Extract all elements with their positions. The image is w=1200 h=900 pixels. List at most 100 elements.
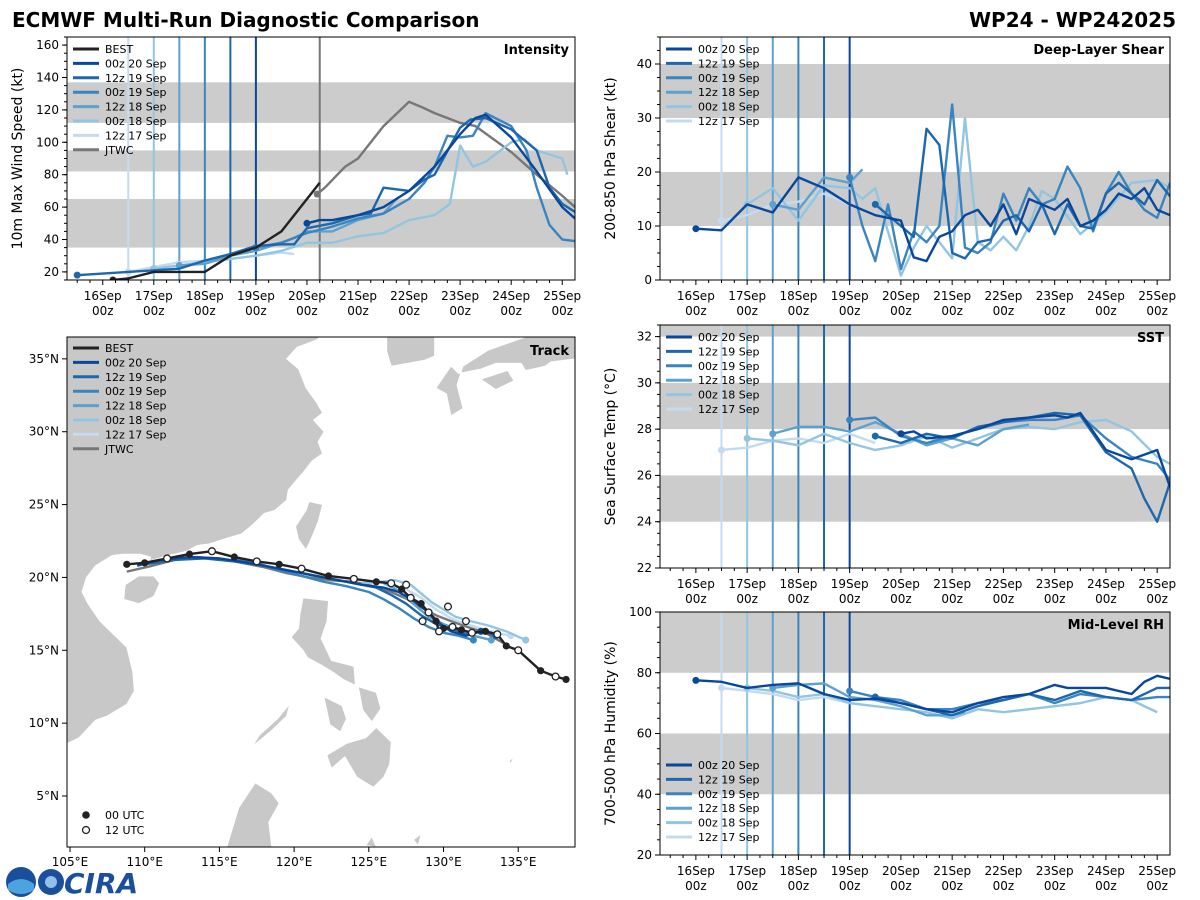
rh-panel-title: Mid-Level RH <box>1068 618 1164 633</box>
shear-legend-label: 00z 18 Sep <box>698 101 760 114</box>
track-ytick-label: 20°N <box>29 570 59 584</box>
rh-xtick-hour: 00z <box>736 879 758 893</box>
sst-legend-label: 12z 17 Sep <box>698 403 760 416</box>
taiwan-island <box>295 501 323 551</box>
track-marker-12utc <box>349 574 358 583</box>
track-legend-label: 12z 18 Sep <box>105 400 167 413</box>
noaa-logo-wave <box>8 879 34 894</box>
intensity-legend-label: 12z 18 Sep <box>105 101 167 114</box>
sst-xtick-day: 18Sep <box>779 577 817 591</box>
sst-legend-label: 12z 18 Sep <box>698 374 760 387</box>
sst-xtick-hour: 00z <box>839 592 861 606</box>
shear-ylabel: 200-850 hPa Shear (kt) <box>603 77 619 239</box>
sst-ytick-label: 26 <box>637 468 652 482</box>
track-xtick-label: 110°E <box>126 855 163 869</box>
track-ytick-label: 15°N <box>29 643 59 657</box>
shear-xtick-hour: 00z <box>685 304 707 318</box>
sst-xtick-day: 20Sep <box>882 577 920 591</box>
samar-leyte-island <box>357 686 382 723</box>
track-marker-00utc <box>123 560 131 568</box>
shear-legend-label: 00z 19 Sep <box>698 72 760 85</box>
rh-series-start-point <box>718 684 726 692</box>
intensity-series-line <box>316 100 575 208</box>
track-panel: 5°N 10°N 15°N 20°N 25°N 30°N 35°N 105°E 110°E 115… <box>29 336 576 869</box>
shear-ytick-label: 30 <box>637 111 652 125</box>
track-marker-12utc <box>424 608 433 617</box>
intensity-xtick-hour: 00z <box>92 304 114 318</box>
shear-xtick-hour: 00z <box>941 304 963 318</box>
sst-xtick-day: 17Sep <box>728 577 766 591</box>
shear-series-line <box>848 103 1170 271</box>
track-series-start-point <box>522 636 530 644</box>
intensity-ytick-label: 40 <box>44 233 59 247</box>
intensity-ytick-label: 140 <box>36 71 59 85</box>
intensity-series-line <box>112 182 321 280</box>
shear-panel: 01020304016Sep00z17Sep00z18Sep00z19Sep00… <box>603 36 1176 318</box>
shear-series-line <box>746 116 1170 277</box>
hainan-island <box>123 575 161 605</box>
rh-legend-label: 12z 18 Sep <box>698 802 760 815</box>
sst-series-start-point <box>718 446 726 454</box>
intensity-xtick-day: 21Sep <box>339 289 377 303</box>
rh-legend-label: 12z 17 Sep <box>698 831 760 844</box>
rh-xtick-hour: 00z <box>1095 879 1117 893</box>
shear-plot-area <box>660 37 1170 280</box>
intensity-series-start-point <box>109 276 117 280</box>
shear-xtick-day: 17Sep <box>728 289 766 303</box>
track-marker-12utc <box>448 622 457 632</box>
intensity-ytick-label: 80 <box>44 168 59 182</box>
shear-series-start-point <box>769 200 777 208</box>
borneo-island <box>226 782 280 847</box>
shear-series-line <box>772 168 864 212</box>
intensity-ytick-label: 20 <box>44 265 59 279</box>
shear-ytick-label: 20 <box>637 165 652 179</box>
sst-panel: 22242628303216Sep00z17Sep00z18Sep00z19Se… <box>603 324 1176 606</box>
shear-legend-label: 12z 19 Sep <box>698 57 760 70</box>
track-legend-label: 12z 19 Sep <box>105 371 167 384</box>
track-marker-00utc <box>417 600 425 608</box>
sst-series-start-point <box>897 430 905 438</box>
intensity-xtick-hour: 00z <box>347 304 369 318</box>
track-marker-00utc <box>230 553 238 561</box>
intensity-xtick-hour: 00z <box>500 304 522 318</box>
rh-xtick-hour: 00z <box>788 879 810 893</box>
sst-panel-title: SST <box>1137 331 1164 346</box>
track-panel-title: Track <box>530 344 569 359</box>
track-marker-legend-00 <box>82 811 90 819</box>
shear-series-start-point <box>692 225 700 233</box>
palawan-island <box>251 703 291 747</box>
track-series-line <box>126 550 567 681</box>
intensity-legend-label: BEST <box>105 43 133 56</box>
shear-legend-label: 12z 18 Sep <box>698 86 760 99</box>
rh-series-start-point <box>692 676 700 684</box>
track-marker-00utc <box>141 559 149 567</box>
rh-xtick-day: 20Sep <box>882 864 920 878</box>
intensity-xtick-day: 23Sep <box>441 289 479 303</box>
shear-band <box>660 64 1170 118</box>
intensity-xtick-day: 22Sep <box>390 289 428 303</box>
rh-series-start-point <box>846 687 854 695</box>
sst-xtick-hour: 00z <box>685 592 707 606</box>
shear-series-start-point <box>846 173 854 181</box>
track-marker-12utc <box>418 617 427 626</box>
shear-xtick-hour: 00z <box>736 304 758 318</box>
sst-xtick-day: 19Sep <box>831 577 869 591</box>
shear-xtick-day: 25Sep <box>1138 289 1176 303</box>
rh-xtick-day: 16Sep <box>677 864 715 878</box>
track-marker-legend-12 <box>81 825 91 835</box>
sst-series-line <box>900 411 1170 488</box>
sst-series-start-point <box>846 416 854 424</box>
track-marker-00utc <box>481 627 489 635</box>
sst-xtick-hour: 00z <box>788 592 810 606</box>
halmahera-tip <box>413 832 422 847</box>
shear-xtick-day: 20Sep <box>882 289 920 303</box>
sst-band <box>660 475 1170 522</box>
noaa-logo <box>6 867 64 897</box>
shear-panel-title: Deep-Layer Shear <box>1033 43 1164 58</box>
rh-legend-label: 00z 20 Sep <box>698 759 760 772</box>
sst-xtick-hour: 00z <box>890 592 912 606</box>
sst-ylabel: Sea Surface Temp (°C) <box>603 368 619 526</box>
track-marker-12utc <box>297 564 306 573</box>
track-marker-12utc <box>402 580 411 589</box>
rh-ytick-label: 60 <box>637 727 652 741</box>
